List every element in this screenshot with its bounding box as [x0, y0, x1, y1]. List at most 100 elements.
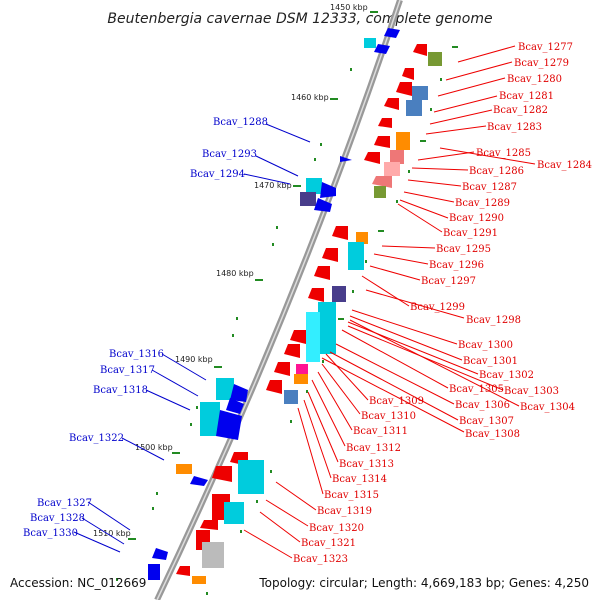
- gene-bcav-1303: [290, 330, 306, 344]
- gene-bcav-1294: [300, 192, 316, 206]
- minor-tick: [338, 318, 344, 320]
- minor-tick: [352, 290, 354, 293]
- label-bcav-1285: Bcav_1285: [476, 148, 531, 159]
- gene-bcav-1306: [284, 344, 300, 358]
- gene-bcav-1305: [306, 312, 320, 362]
- gene-bcav-1310: [266, 380, 282, 394]
- minor-tick: [420, 140, 426, 142]
- label-bcav-1289: Bcav_1289: [455, 198, 510, 209]
- gene-bcav-1291b: [372, 176, 392, 188]
- label-bcav-1318: Bcav_1318: [93, 385, 148, 396]
- label-bcav-1316: Bcav_1316: [109, 349, 164, 360]
- label-bcav-1300: Bcav_1300: [458, 340, 513, 351]
- minor-tick: [378, 230, 384, 232]
- gene-bcav-1322b: [190, 476, 208, 486]
- gene-bcav-1314: [238, 460, 264, 494]
- gene-bcav-1291c: [374, 186, 386, 198]
- gene-top-cyan: [364, 38, 376, 48]
- gene-top-blue-2: [384, 28, 400, 38]
- accession-text: Accession: NC_012669: [10, 576, 146, 590]
- label-bcav-1291: Bcav_1291: [443, 228, 498, 239]
- label-bcav-1297: Bcav_1297: [421, 276, 476, 287]
- minor-tick: [206, 592, 208, 595]
- label-bcav-1309: Bcav_1309: [369, 396, 424, 407]
- gene-bcav-1289: [390, 150, 404, 164]
- minor-tick: [276, 226, 278, 229]
- kbp-label-1510: 1510 kbp: [93, 529, 131, 538]
- reverse-strand-genes: [176, 44, 442, 584]
- gene-bcav-1287: [374, 136, 390, 148]
- label-bcav-1321: Bcav_1321: [301, 538, 356, 549]
- label-bcav-1304: Bcav_1304: [520, 402, 575, 413]
- map-title: Beutenbergia cavernae DSM 12333, complet…: [107, 11, 492, 27]
- gene-bcav-1294b: [320, 182, 336, 198]
- minor-tick: [452, 46, 458, 48]
- kbp-label-1490: 1490 kbp: [175, 355, 213, 364]
- gene-bcav-1295: [332, 226, 348, 240]
- genome-backbone: [154, 0, 403, 600]
- minor-tick: [440, 78, 442, 81]
- gene-bcav-1281: [396, 82, 412, 96]
- minor-tick: [152, 507, 154, 510]
- gene-bcav-1316b: [230, 384, 248, 402]
- label-bcav-1281: Bcav_1281: [499, 91, 554, 102]
- gene-bcav-1322: [176, 464, 192, 474]
- label-bcav-1323: Bcav_1323: [293, 554, 348, 565]
- label-bcav-1295: Bcav_1295: [436, 244, 491, 255]
- label-bcav-1293: Bcav_1293: [202, 149, 257, 160]
- label-bcav-1280: Bcav_1280: [507, 74, 562, 85]
- minor-tick: [365, 260, 367, 263]
- gene-bcav-1318b: [226, 398, 244, 414]
- minor-tick: [156, 492, 158, 495]
- gene-bcav-1277: [413, 44, 427, 56]
- gene-bcav-1283: [406, 100, 422, 116]
- minor-tick: [290, 420, 292, 423]
- kbp-tick-1470: [293, 185, 301, 187]
- label-bcav-1290: Bcav_1290: [449, 213, 504, 224]
- gene-bcav-1280: [402, 68, 414, 80]
- minor-tick: [322, 360, 324, 363]
- gene-bcav-1293: [306, 178, 322, 194]
- minor-tick: [396, 200, 398, 203]
- label-bcav-1313: Bcav_1313: [339, 459, 394, 470]
- gene-bcav-1317: [200, 402, 220, 436]
- label-bcav-1299: Bcav_1299: [410, 302, 465, 313]
- gene-bcav-1294c: [314, 198, 332, 212]
- gene-bcav-1296: [356, 232, 368, 244]
- label-bcav-1311: Bcav_1311: [353, 426, 408, 437]
- label-bcav-1315: Bcav_1315: [324, 490, 379, 501]
- gene-bcav-1288: [340, 156, 352, 162]
- gene-bcav-1299: [322, 248, 338, 262]
- label-bcav-1328: Bcav_1328: [30, 513, 85, 524]
- label-bcav-1284: Bcav_1284: [537, 160, 592, 171]
- gene-bcav-1285: [384, 98, 399, 110]
- label-bcav-1312: Bcav_1312: [346, 443, 401, 454]
- minor-tick: [232, 334, 234, 337]
- gene-bcav-1282: [412, 86, 428, 100]
- kbp-tick-1460: [330, 98, 338, 100]
- red-leader-lines: [243, 45, 536, 559]
- label-bcav-1286: Bcav_1286: [469, 166, 524, 177]
- gene-bcav-1321: [200, 520, 218, 530]
- minor-tick: [270, 470, 272, 473]
- minor-tick: [272, 243, 274, 246]
- kbp-ticks: 1450 kbp 1460 kbp 1470 kbp 1480 kbp 1490…: [93, 3, 378, 540]
- kbp-label-1460: 1460 kbp: [291, 93, 329, 102]
- gene-bcav-1304: [296, 364, 308, 374]
- gene-bcav-1298: [314, 266, 330, 280]
- label-bcav-1306: Bcav_1306: [455, 400, 510, 411]
- gene-bcav-1316: [216, 378, 234, 400]
- label-bcav-1307: Bcav_1307: [459, 416, 514, 427]
- label-bcav-1283: Bcav_1283: [487, 122, 542, 133]
- label-bcav-1303: Bcav_1303: [504, 386, 559, 397]
- gene-bcav-1291: [364, 152, 380, 164]
- label-bcav-1288: Bcav_1288: [213, 117, 268, 128]
- gene-small-2: [192, 576, 206, 584]
- label-bcav-1279: Bcav_1279: [514, 58, 569, 69]
- minor-tick: [320, 143, 322, 146]
- gene-bcav-1323b: [202, 542, 224, 568]
- gene-bcav-1330: [148, 564, 160, 580]
- minor-tick: [306, 390, 308, 393]
- label-bcav-1327: Bcav_1327: [37, 498, 92, 509]
- gene-bcav-1318: [216, 410, 242, 440]
